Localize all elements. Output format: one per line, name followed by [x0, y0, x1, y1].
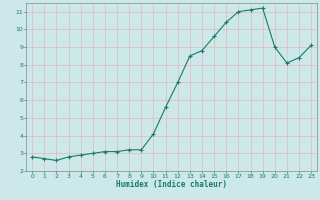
- X-axis label: Humidex (Indice chaleur): Humidex (Indice chaleur): [116, 180, 227, 189]
